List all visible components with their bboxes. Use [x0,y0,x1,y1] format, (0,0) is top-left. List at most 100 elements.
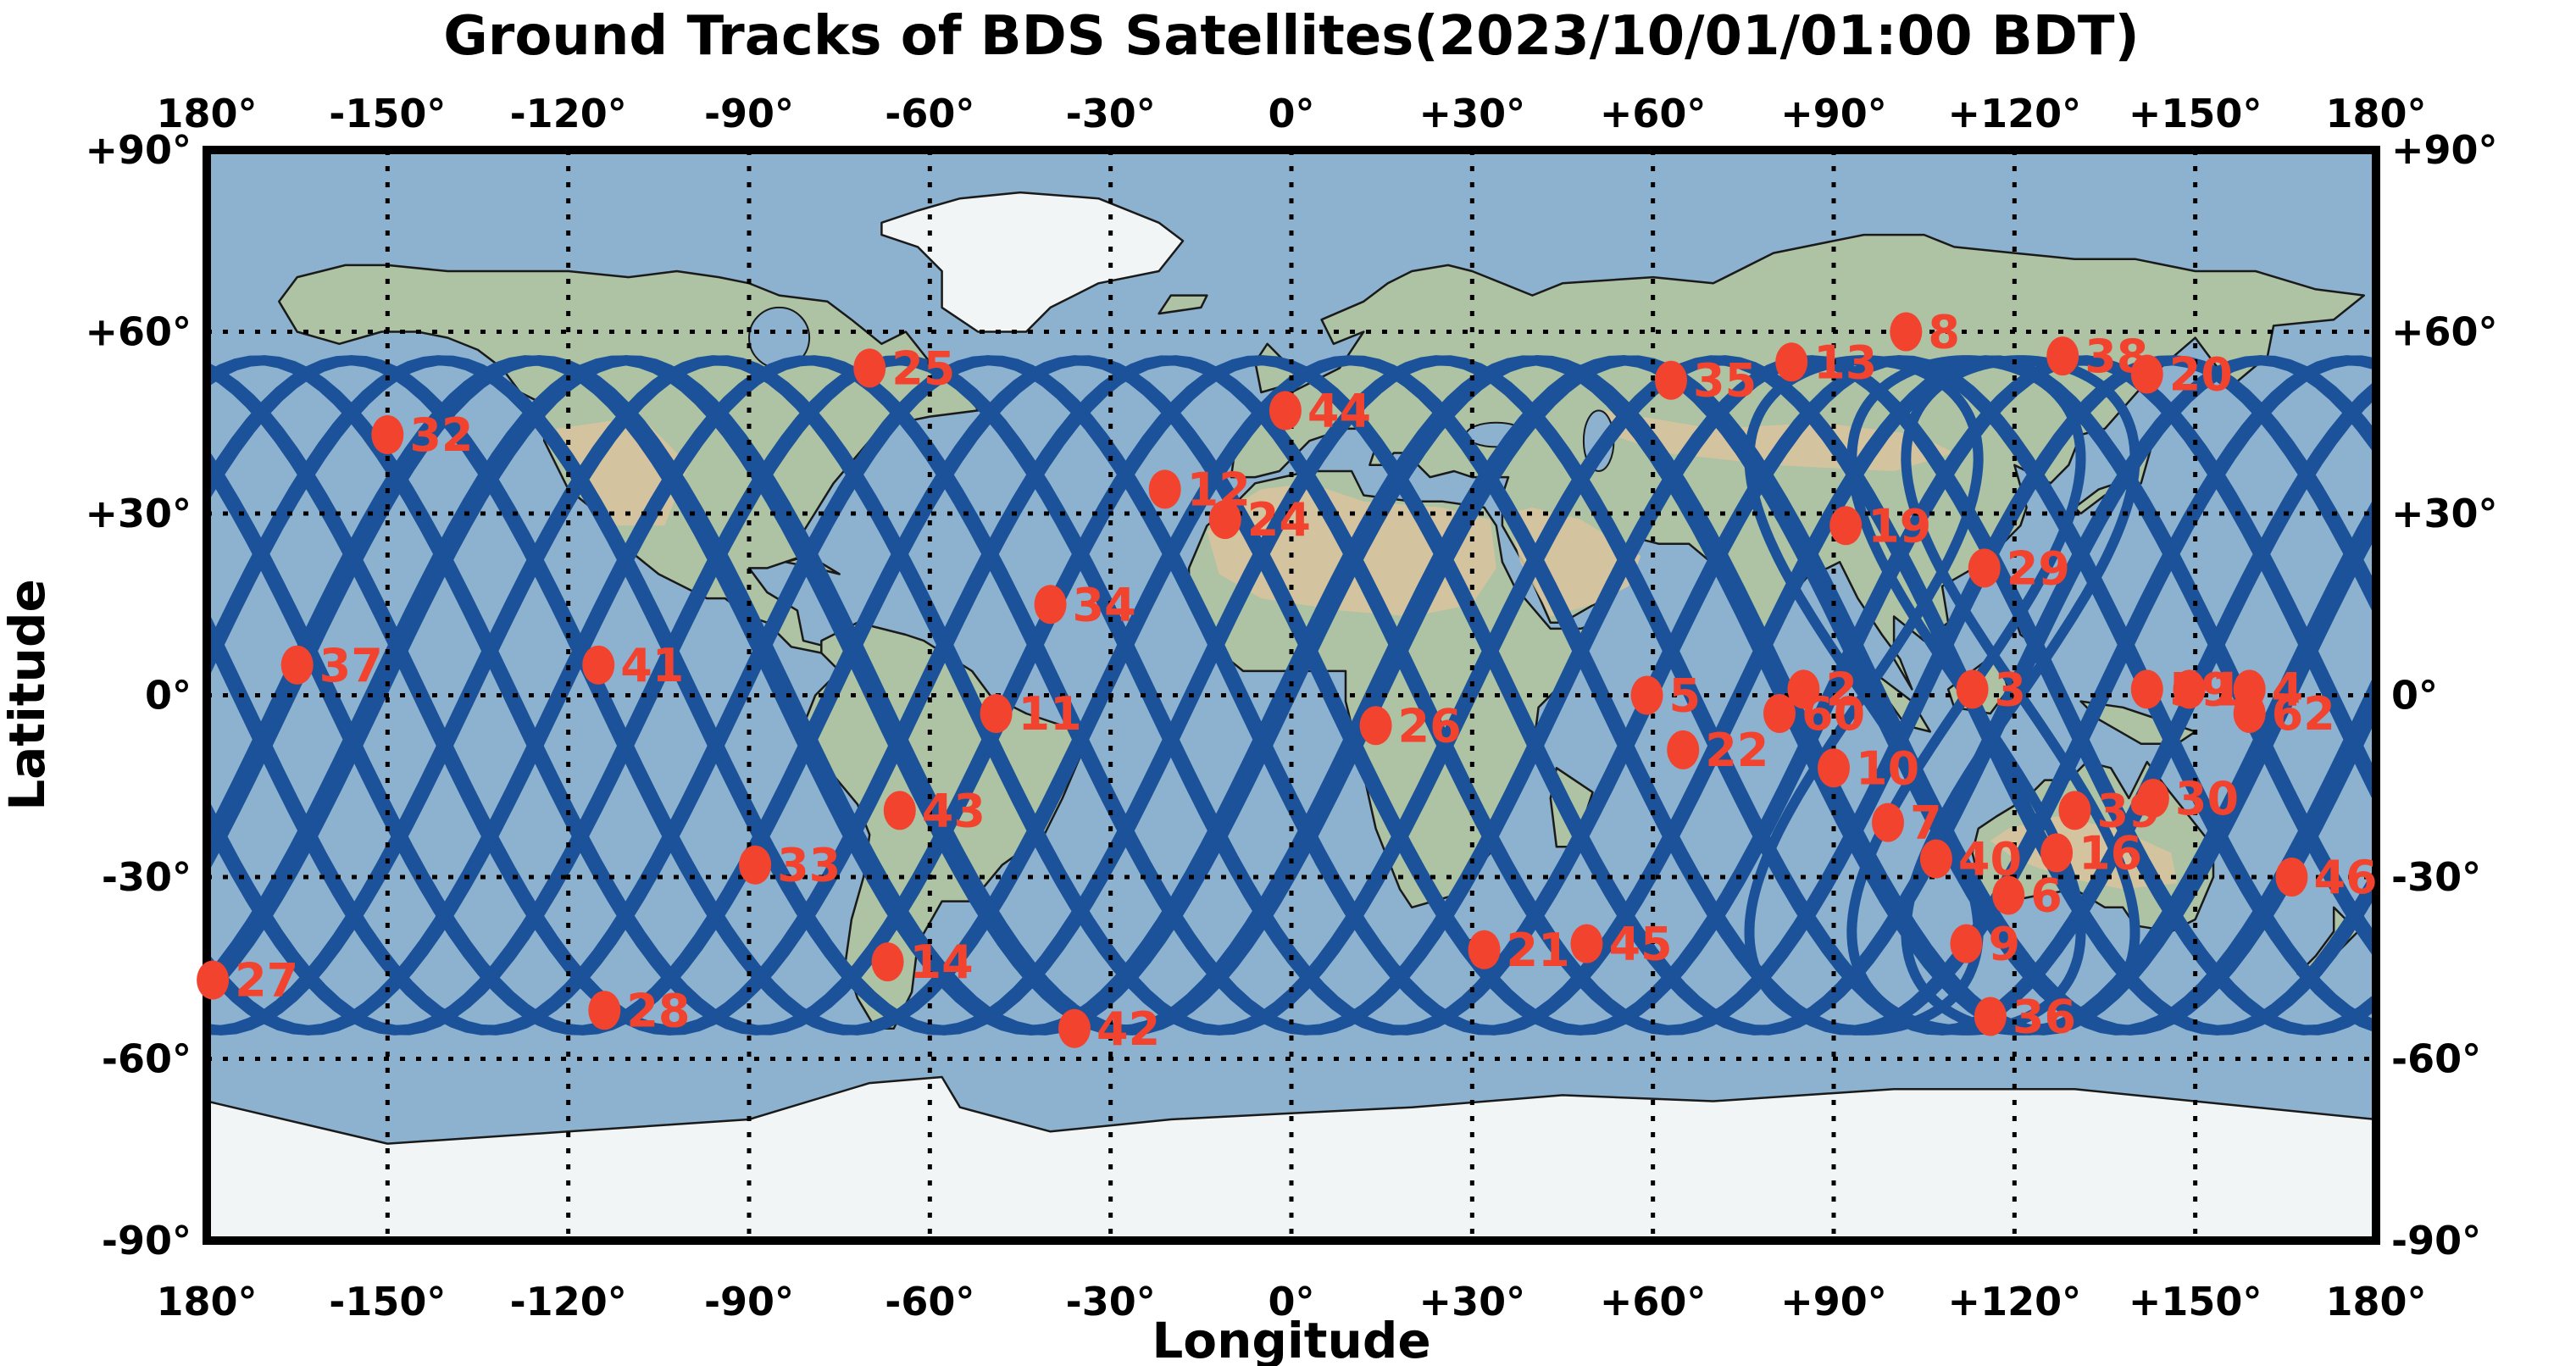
satellite-marker: 25 [853,342,955,395]
satellite-dot [871,942,904,982]
satellite-marker: 59 [2130,663,2233,716]
x-tick-label-bottom: 180° [156,1279,257,1324]
satellite-label: 42 [1096,1002,1160,1056]
satellite-label: 29 [2007,541,2070,595]
satellite-marker: 37 [280,639,383,692]
satellite-marker: 41 [582,639,684,692]
satellite-marker: 2 [1787,663,1857,716]
satellite-marker: 35 [1655,354,1757,408]
satellite-dot [1034,585,1067,625]
satellite-label: 2 [1825,663,1857,716]
satellite-marker: 45 [1570,918,1673,971]
meo-ground-track [207,355,2376,1036]
satellite-label: 41 [620,639,684,692]
satellite-label: 14 [910,936,974,989]
satellite-marker: 14 [871,936,974,989]
y-tick-label-right: +60° [2391,309,2498,355]
x-tick-label-bottom: +30° [1419,1279,1526,1324]
satellite-label: 4 [2272,663,2304,716]
satellite-label: 10 [1856,741,1919,795]
satellite-dot [1992,875,2025,915]
satellite-dot [1667,730,1700,769]
x-tick-label-top: -150° [329,91,446,136]
satellite-dot [588,991,621,1030]
satellite-dot [1968,548,2001,588]
satellite-label: 28 [626,984,690,1037]
x-tick-label-top: -60° [885,91,974,136]
satellite-dot [582,645,615,685]
satellite-dot [853,348,886,388]
satellite-dot [2130,669,2163,709]
satellite-dot [1775,342,1808,382]
satellite-label: 16 [2079,826,2142,880]
satellite-label: 21 [1507,924,1570,977]
satellite-label: 25 [891,342,955,395]
x-tick-label-bottom: -120° [510,1279,627,1324]
satellite-marker: 24 [1208,493,1311,547]
plot-border-layer [203,146,2380,1245]
satellite-dot [1872,802,1904,842]
satellite-label: 62 [2272,687,2335,741]
satellite-marker: 36 [1974,990,2076,1043]
plot-border [203,146,2380,1245]
satellite-dot [2130,354,2163,394]
satellite-marker: 43 [883,784,985,837]
satellite-marker: 46 [2275,851,2378,904]
satellite-dot [280,645,314,685]
satellite-dot [1630,675,1663,715]
meo-ground-track [207,355,2376,1036]
satellite-marker: 16 [2040,826,2142,880]
y-tick-label-left: -60° [102,1036,192,1082]
y-tick-label-left: -90° [102,1218,192,1263]
satellite-dot [2275,858,2308,897]
y-tick-label-right: +30° [2391,491,2498,536]
x-tick-label-bottom: +60° [1600,1279,1707,1324]
satellite-dot [980,693,1013,733]
satellite-label: 8 [1928,306,1960,359]
x-tick-label-top: 180° [156,91,257,136]
satellite-dot [1829,506,1863,546]
satellite-marker: 62 [2233,687,2335,741]
satellite-dot [2040,833,2074,873]
y-axis-label: Latitude [0,579,56,811]
x-tick-label-bottom: 180° [2325,1279,2426,1324]
satellite-dot [371,415,404,455]
satellite-dot [1468,930,1501,969]
x-tick-label-top: +90° [1780,91,1887,136]
satellite-label: 27 [235,954,298,1008]
landmass-iceland [1158,294,1208,315]
satellite-dot [1570,924,1603,963]
y-tick-label-right: +90° [2391,127,2498,173]
y-tick-label-right: 0° [2391,673,2438,719]
satellite-marker: 20 [2130,348,2233,402]
satellite-label: 24 [1247,493,1311,547]
satellite-dot [1890,312,1923,352]
satellite-dot [1956,669,1989,709]
chart-title: Ground Tracks of BDS Satellites(2023/10/… [443,5,2140,68]
satellite-label: 20 [2169,348,2233,402]
satellite-label: 9 [1988,918,2020,971]
satellite-marker: 11 [980,687,1082,741]
satellite-marker: 6 [1992,869,2062,922]
satellite-dot [1655,360,1687,400]
x-axis-label: Longitude [1152,1312,1430,1366]
satellite-dot [2136,779,2169,819]
x-tick-label-bottom: +90° [1780,1279,1887,1324]
satellite-label: 44 [1307,384,1371,437]
satellite-dot [2173,669,2206,709]
satellite-dot [883,791,916,830]
satellite-dot [1818,748,1850,788]
satellite-dot [1148,469,1181,509]
x-tick-label-top: +60° [1600,91,1707,136]
satellite-label: 11 [1019,687,1082,741]
meo-ground-track [207,355,2376,1036]
satellite-markers-layer: 12 3 4567891011121314161920212224252627282… [197,306,2378,1056]
x-tick-label-top: 180° [2325,91,2426,136]
satellite-marker: 33 [739,839,841,892]
satellite-label: 32 [409,408,473,462]
x-tick-label-bottom: -150° [329,1279,446,1324]
satellite-dot [2058,791,2091,830]
y-tick-label-right: -60° [2391,1036,2481,1082]
